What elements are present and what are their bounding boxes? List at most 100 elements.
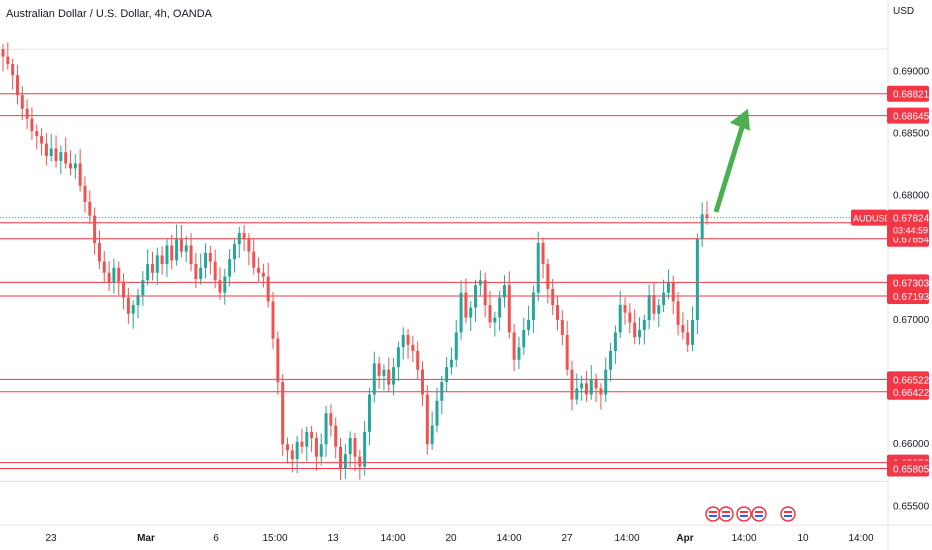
y-tick-label: 0.65500 [893,501,930,512]
economic-event-icon-stripe [709,511,717,513]
x-tick-label: 23 [45,533,57,544]
economic-event-icon [705,506,721,522]
candle-body [430,425,434,445]
candle-body [623,305,627,313]
candle-body [589,379,593,395]
candle-body [232,244,236,260]
candle-body [155,255,159,273]
candle-body [64,152,68,164]
economic-event-icon-stripe [709,515,717,517]
countdown-label: 03:44:59 [893,226,928,236]
candle-body [213,261,217,281]
candle-body [97,242,101,262]
level-price-tag [887,371,929,388]
candle-body [281,382,285,445]
level-price-label: 0.65805 [893,464,930,475]
candle-body [150,264,154,273]
candle-body [459,292,463,333]
candle-body [88,201,92,216]
candle-body [199,267,203,279]
candle-body [575,388,579,400]
y-tick-label: 0.68000 [893,191,930,202]
candle-body [372,363,376,395]
candle-body [348,438,352,455]
candle-body [165,245,169,265]
candle-body [502,285,506,298]
candle-body [11,64,15,76]
candle-body [247,239,251,252]
candle-body [657,305,661,314]
candle-body [531,292,535,320]
candle-body [633,322,637,338]
candle-body [560,319,564,335]
economic-event-icon [751,506,767,522]
candle-body [686,332,690,345]
candle-body [604,369,608,395]
candle-body [406,334,410,345]
projection-arrow-shaft [713,120,747,213]
current-price-label: 0.67824 [893,214,930,225]
candle-body [363,431,367,467]
economic-event-icon-stripe [740,511,748,513]
candle-body [266,276,270,302]
candle-body [276,338,280,383]
candle-body [488,305,492,323]
candle-body [637,329,641,338]
level-price-tag [887,460,929,477]
level-price-tag [887,107,929,124]
level-price-label: 0.66422 [893,388,930,399]
candle-body [507,285,511,333]
candle-body [695,239,699,320]
candle-body [1,49,5,57]
candle-body [107,272,111,283]
candle-body [319,444,323,457]
candle-body [252,251,256,268]
candle-body [30,118,34,132]
candle-body [662,292,666,306]
candle-body [570,369,574,400]
candle-body [483,280,487,306]
level-price-label: 0.67193 [893,292,930,303]
candle-body [184,245,188,252]
candle-body [676,301,680,325]
candle-body [126,297,130,314]
candle-body [609,351,613,370]
candle-body [671,282,675,302]
candle-body [580,383,584,389]
candle-body [392,367,396,385]
candle-body [208,252,212,262]
economic-event-icon-stripe [740,515,748,517]
candle-body [179,239,183,252]
candle-body [527,319,531,330]
candle-body [599,388,603,395]
symbol-tag-label: AUDUSD [853,214,892,224]
candle-body [78,163,82,186]
candle-body [102,261,106,273]
candle-body [705,214,709,219]
candle-body [522,329,526,348]
candle-body [700,214,704,240]
candle-body [261,272,265,277]
candle-body [367,394,371,432]
y-tick-label: 0.68500 [893,129,930,140]
candle-body [170,245,174,261]
x-tick-label: Mar [137,533,155,544]
candle-body [69,163,73,169]
candle-body [242,233,246,240]
economic-event-icon-stripe [722,515,730,517]
economic-event-icon-stripe [784,511,792,513]
candle-body [584,383,588,395]
level-price-label: 0.68821 [893,90,930,101]
candle-body [112,267,116,283]
x-tick-label: 14:00 [848,533,873,544]
candle-body [536,242,540,293]
candle-body [449,359,453,368]
level-price-tag [887,288,929,305]
candle-body [285,444,289,451]
x-tick-label: 10 [797,533,809,544]
candle-body [310,431,314,439]
candle-body [613,332,617,352]
candle-body [257,267,261,273]
